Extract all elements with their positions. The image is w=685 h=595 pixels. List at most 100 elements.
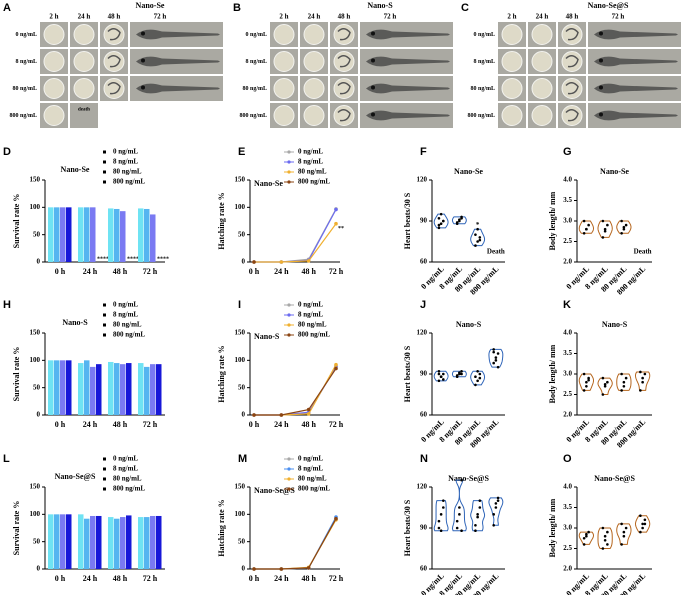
x-tick-label: 72 h (143, 420, 158, 429)
column-label: 24 h (536, 13, 549, 21)
bar (48, 514, 54, 569)
bar (54, 207, 60, 262)
y-tick-label: 150 (30, 329, 41, 337)
data-point (603, 382, 607, 386)
data-point (622, 530, 626, 534)
y-tick-label: 3.5 (563, 349, 572, 357)
y-tick-label: 100 (30, 203, 41, 211)
data-point (476, 513, 479, 516)
data-point (622, 225, 626, 229)
bar (54, 514, 60, 569)
chart-title: Nano-Se (61, 165, 90, 174)
y-tick-label: 100 (235, 510, 246, 518)
x-tick-label: 72 h (329, 267, 344, 276)
legend-label: 0 ng/mL (113, 301, 138, 309)
violin-outline (616, 220, 632, 234)
data-point (643, 518, 647, 522)
data-point (496, 365, 500, 369)
bar (84, 360, 90, 415)
legend-label: 800 ng/mL (113, 485, 145, 493)
data-point (587, 376, 590, 380)
bar (144, 366, 150, 415)
larva (107, 28, 121, 41)
data-point (620, 219, 623, 223)
legend-label: 800 ng/mL (298, 485, 330, 493)
photo-cell (70, 103, 98, 128)
y-tick-label: 50 (238, 383, 246, 391)
data-point (620, 372, 623, 376)
data-point (476, 369, 479, 373)
legend-label: 8 ng/mL (298, 158, 323, 166)
y-tick-label: 50 (33, 230, 41, 238)
bar (60, 360, 66, 415)
data-point (622, 534, 626, 538)
column-label: 48 h (108, 13, 121, 21)
y-tick-label: 90 (420, 217, 428, 225)
data-point (587, 530, 590, 534)
bar (114, 363, 120, 415)
legend-label: 80 ng/mL (113, 321, 142, 329)
embryo (273, 105, 295, 126)
y-tick-label: 150 (235, 329, 246, 337)
y-tick-label: 2.5 (563, 237, 572, 245)
x-tick-label: 72 h (143, 267, 158, 276)
panel-letter: G (563, 146, 572, 158)
column-label: 2 h (279, 13, 288, 21)
data-point (458, 218, 461, 221)
legend-swatch (103, 180, 106, 184)
x-tick-label: 48 h (113, 420, 128, 429)
data-point (639, 370, 642, 374)
column-label: 72 h (154, 13, 167, 21)
data-point (641, 526, 644, 530)
legend-label: 80 ng/mL (298, 321, 327, 329)
x-tick-label: 0 h (55, 574, 66, 583)
x-tick-label: 0 h (55, 420, 66, 429)
legend-swatch (103, 323, 106, 327)
y-axis-label: Heart beats/30 S (403, 499, 412, 556)
data-point (587, 223, 590, 227)
data-point (437, 372, 441, 376)
chart-title: Nano-S (254, 332, 280, 341)
significance-mark: **** (97, 256, 109, 262)
embryo (43, 105, 65, 126)
y-axis-label: Survival rate % (12, 347, 21, 402)
y-tick-label: 90 (420, 524, 428, 532)
series-line (254, 368, 337, 416)
panel-letter: O (563, 453, 572, 465)
bar (120, 364, 126, 415)
data-point (624, 223, 628, 227)
violin-outline (616, 523, 632, 545)
bar (144, 208, 150, 262)
data-point (603, 229, 607, 233)
y-tick-label: 4.0 (563, 176, 572, 184)
panel-title: Nano-Se@S (588, 1, 629, 10)
embryo (43, 24, 65, 45)
embryo (303, 105, 325, 126)
embryo (561, 24, 583, 45)
data-point (639, 389, 642, 392)
row-label: 800 ng/mL (239, 113, 267, 119)
series-line (254, 518, 337, 570)
y-tick-label: 0 (37, 258, 41, 266)
data-point (437, 519, 441, 523)
data-point (601, 376, 605, 380)
legend-label: 80 ng/mL (113, 475, 142, 483)
legend-label: 800 ng/mL (298, 331, 330, 339)
legend-marker (287, 170, 291, 174)
data-point (442, 372, 445, 376)
data-point (478, 376, 482, 380)
embryo (273, 51, 295, 72)
legend-label: 80 ng/mL (298, 475, 327, 483)
larva (594, 29, 678, 40)
y-tick-label: 100 (235, 356, 246, 364)
eye (599, 85, 603, 90)
bar (108, 361, 114, 415)
data-point (492, 523, 495, 527)
violin-outline (616, 373, 632, 391)
embryo (501, 78, 523, 99)
embryo (531, 105, 553, 126)
embryo (103, 24, 125, 45)
larva (594, 110, 678, 121)
chart-title: Nano-S (602, 320, 628, 329)
